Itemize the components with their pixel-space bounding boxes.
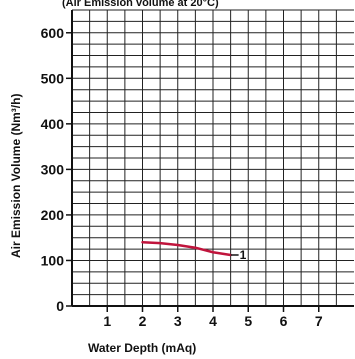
y-tick-label: 0 <box>56 298 64 314</box>
x-tick-label: 5 <box>244 313 252 329</box>
x-tick-label: 6 <box>280 313 288 329</box>
series-label: 1 <box>240 248 247 262</box>
y-tick-label: 300 <box>41 161 65 177</box>
x-axis-title: Water Depth (mAq) <box>88 341 196 355</box>
grid <box>72 9 354 306</box>
chart-subtitle: (Air Emission volume at 20°C) <box>62 0 219 9</box>
y-tick-label: 100 <box>41 252 65 268</box>
x-tick-label: 1 <box>103 313 111 329</box>
tick-labels: 1 2 3 4 5 6 7 0 100 200 300 400 500 600 <box>41 25 323 329</box>
y-tick-label: 400 <box>41 116 65 132</box>
x-tick-label: 3 <box>174 313 182 329</box>
x-tick-label: 4 <box>209 313 217 329</box>
y-tick-label: 600 <box>41 25 65 41</box>
y-axis-title: Air Emission Volume (Nm³/h) <box>9 94 23 258</box>
y-tick-label: 200 <box>41 207 65 223</box>
x-tick-label: 7 <box>315 313 323 329</box>
series-line <box>141 240 232 257</box>
axes <box>66 10 354 312</box>
x-tick-label: 2 <box>139 313 147 329</box>
series-layer: 1 <box>141 240 247 262</box>
y-tick-label: 500 <box>41 70 65 86</box>
